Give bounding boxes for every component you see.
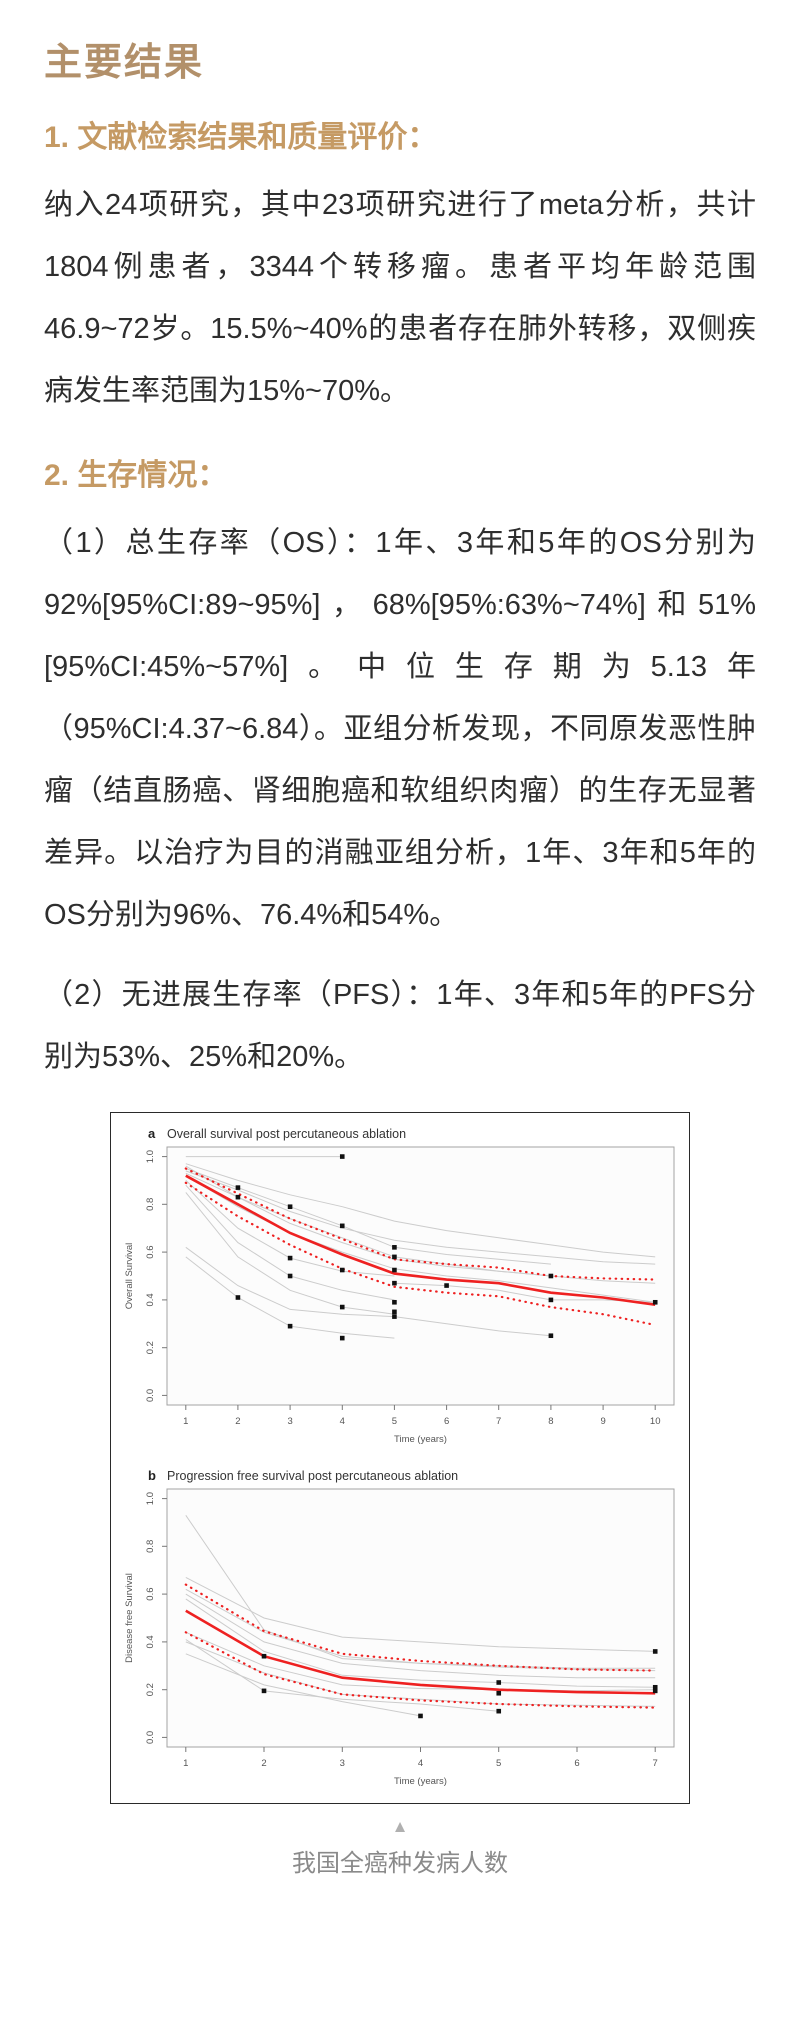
- svg-text:0.6: 0.6: [145, 1245, 156, 1258]
- svg-text:Disease free Survival: Disease free Survival: [124, 1573, 135, 1663]
- svg-text:a: a: [148, 1126, 156, 1141]
- overall-survival-chart: a Overall survival post percutaneous abla…: [124, 1126, 675, 1445]
- svg-text:0.2: 0.2: [145, 1341, 156, 1354]
- svg-text:3: 3: [340, 1758, 345, 1769]
- svg-text:4: 4: [418, 1758, 423, 1769]
- svg-text:2: 2: [261, 1758, 266, 1769]
- section-heading-literature: 1. 文献检索结果和质量评价：: [44, 121, 438, 154]
- svg-text:1.0: 1.0: [145, 1150, 156, 1163]
- paragraph-literature-results: 纳入24项研究，其中23项研究进行了meta分析，共计1804例患者，3344个…: [44, 189, 756, 407]
- svg-text:Time (years): Time (years): [394, 1434, 447, 1445]
- svg-text:Progression free survival post: Progression free survival post percutane…: [167, 1469, 458, 1483]
- paragraph-progression-free-survival: （2）无进展生存率（PFS）：1年、3年和5年的PFS分别为53%、25%和20…: [44, 979, 756, 1073]
- svg-text:0.6: 0.6: [145, 1587, 156, 1600]
- svg-text:0.0: 0.0: [145, 1731, 156, 1744]
- collapse-triangle-icon[interactable]: ▲: [391, 1817, 409, 1836]
- paragraph-overall-survival: （1）总生存率（OS）：1年、3年和5年的OS分别为92%[95%CI:89~9…: [44, 527, 756, 931]
- svg-text:7: 7: [653, 1758, 658, 1769]
- svg-text:6: 6: [574, 1758, 579, 1769]
- svg-text:b: b: [148, 1468, 156, 1483]
- svg-text:2: 2: [235, 1416, 240, 1427]
- survival-figure: a Overall survival post percutaneous abla…: [110, 1112, 690, 1804]
- svg-text:1: 1: [183, 1416, 188, 1427]
- svg-text:3: 3: [287, 1416, 292, 1427]
- svg-text:10: 10: [650, 1416, 661, 1427]
- article: 主要结果 1. 文献检索结果和质量评价： 纳入24项研究，其中23项研究进行了m…: [44, 39, 756, 1878]
- svg-text:0.8: 0.8: [145, 1198, 156, 1211]
- svg-text:5: 5: [392, 1416, 397, 1427]
- svg-text:0.8: 0.8: [145, 1540, 156, 1553]
- svg-text:0.4: 0.4: [145, 1635, 156, 1648]
- svg-text:6: 6: [444, 1416, 449, 1427]
- svg-text:0.2: 0.2: [145, 1683, 156, 1696]
- svg-text:7: 7: [496, 1416, 501, 1427]
- page-title: 主要结果: [44, 39, 205, 84]
- svg-text:0.0: 0.0: [145, 1389, 156, 1402]
- svg-text:0.4: 0.4: [145, 1293, 156, 1306]
- svg-text:1: 1: [183, 1758, 188, 1769]
- svg-text:Time (years): Time (years): [394, 1776, 447, 1787]
- svg-text:5: 5: [496, 1758, 501, 1769]
- section-heading-survival: 2. 生存情况：: [44, 459, 228, 492]
- figure-caption: 我国全癌种发病人数: [292, 1850, 508, 1877]
- expander: ▲: [44, 1818, 756, 1837]
- svg-text:9: 9: [600, 1416, 605, 1427]
- svg-text:Overall survival post percutan: Overall survival post percutaneous ablat…: [167, 1127, 406, 1141]
- svg-text:4: 4: [340, 1416, 345, 1427]
- svg-text:8: 8: [548, 1416, 553, 1427]
- svg-text:Overall Survival: Overall Survival: [124, 1243, 135, 1310]
- progression-free-survival-chart: b Progression free survival post percutan…: [124, 1468, 675, 1787]
- svg-text:1.0: 1.0: [145, 1492, 156, 1505]
